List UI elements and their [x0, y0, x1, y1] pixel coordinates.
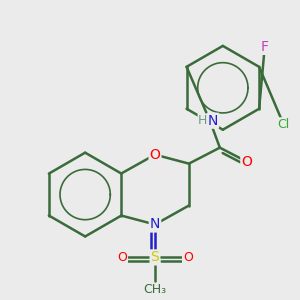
- Text: N: N: [208, 114, 218, 128]
- Text: O: O: [241, 154, 252, 169]
- Text: O: O: [150, 148, 160, 162]
- Text: N: N: [150, 218, 160, 232]
- Text: O: O: [117, 251, 127, 264]
- Text: Cl: Cl: [278, 118, 290, 131]
- Text: O: O: [183, 251, 193, 264]
- Text: CH₃: CH₃: [143, 284, 167, 296]
- Text: H: H: [198, 114, 208, 127]
- Text: F: F: [261, 40, 269, 54]
- Text: S: S: [151, 250, 159, 264]
